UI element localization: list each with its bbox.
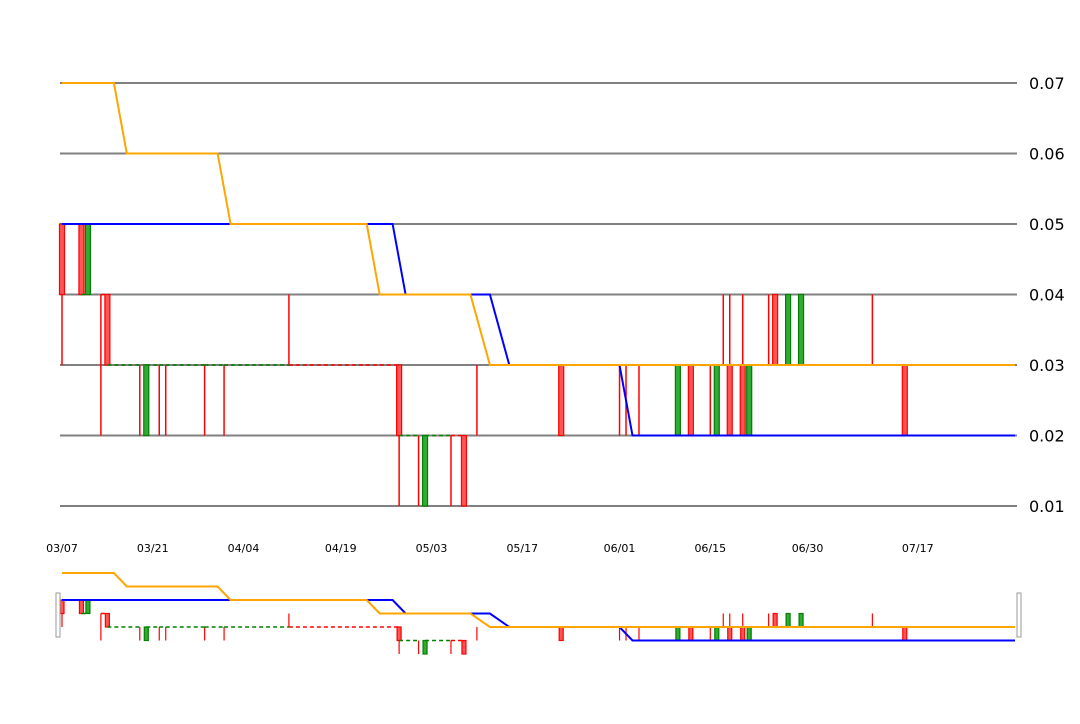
candle-body <box>901 364 908 437</box>
main-plot-area: 0.070.060.050.040.030.020.01 03/07 03/21 0… <box>46 74 1064 555</box>
candle-body <box>460 434 468 507</box>
candle-body <box>726 364 733 437</box>
candle-body <box>688 626 694 642</box>
candle-body <box>798 612 804 628</box>
candle-body <box>143 364 150 437</box>
x-axis-ticks: 03/07 03/21 04/04 04/19 05/03 05/17 06/01 06/15… <box>46 542 933 555</box>
candle-body <box>58 223 66 296</box>
candle-body <box>396 364 403 437</box>
grid-lines <box>60 82 1017 507</box>
y-axis-ticks: 0.07 0.06 0.05 0.04 0.03 0.02 0.01 <box>1029 74 1065 516</box>
x-tick-label: 06/15 <box>694 542 726 555</box>
candle-body <box>714 626 720 642</box>
candle-body <box>727 626 733 642</box>
y-tick-label: 0.01 <box>1029 497 1065 516</box>
navigator-lines <box>62 572 1015 642</box>
candle-body <box>461 639 467 655</box>
series-lines <box>62 82 1015 437</box>
x-tick-label: 04/19 <box>325 542 357 555</box>
y-tick-label: 0.06 <box>1029 145 1065 164</box>
candle-body <box>674 364 681 437</box>
x-tick-label: 05/03 <box>416 542 448 555</box>
x-tick-label: 04/04 <box>228 542 260 555</box>
navigator-candles <box>59 599 908 655</box>
candle-body <box>84 223 92 296</box>
candle-body <box>746 364 753 437</box>
candle-body <box>143 626 149 642</box>
candle-body <box>421 434 429 507</box>
candle-body <box>784 293 792 366</box>
series-line <box>62 82 1015 366</box>
candle-body <box>78 223 85 296</box>
candle-body <box>558 364 565 437</box>
candle-body <box>740 626 746 642</box>
candle-body <box>104 293 111 366</box>
series-line <box>62 572 1015 628</box>
x-tick-label: 07/17 <box>902 542 934 555</box>
navigator-left-handle[interactable] <box>55 592 61 638</box>
candle-body <box>772 293 779 366</box>
candle-body <box>902 626 908 642</box>
candle-body <box>687 364 694 437</box>
y-tick-label: 0.05 <box>1029 215 1065 234</box>
navigator-right-handle[interactable] <box>1016 592 1022 638</box>
y-tick-label: 0.04 <box>1029 286 1065 305</box>
candle-body <box>78 599 85 615</box>
y-tick-label: 0.03 <box>1029 356 1065 375</box>
candle-body <box>675 626 681 642</box>
x-tick-label: 06/01 <box>604 542 636 555</box>
navigator-handles[interactable] <box>55 592 1022 638</box>
x-tick-label: 06/30 <box>792 542 824 555</box>
x-tick-label: 03/21 <box>137 542 169 555</box>
x-tick-label: 03/07 <box>46 542 78 555</box>
y-tick-label: 0.07 <box>1029 74 1065 93</box>
candle-body <box>797 293 805 366</box>
candle-body <box>422 639 428 655</box>
candle-body <box>746 626 752 642</box>
x-tick-label: 05/17 <box>506 542 538 555</box>
candle-body <box>785 612 791 628</box>
candle-body <box>739 364 746 437</box>
series-line <box>62 599 1015 642</box>
candle-body <box>59 599 65 615</box>
candle-body <box>558 626 564 642</box>
series-line <box>62 223 1015 437</box>
candle-body <box>713 364 720 437</box>
candle-body <box>396 626 402 642</box>
navigator-panel[interactable] <box>55 572 1022 655</box>
candle-body <box>85 599 91 615</box>
candle-body <box>772 612 778 628</box>
y-tick-label: 0.02 <box>1029 427 1065 446</box>
candle-body <box>104 612 110 628</box>
